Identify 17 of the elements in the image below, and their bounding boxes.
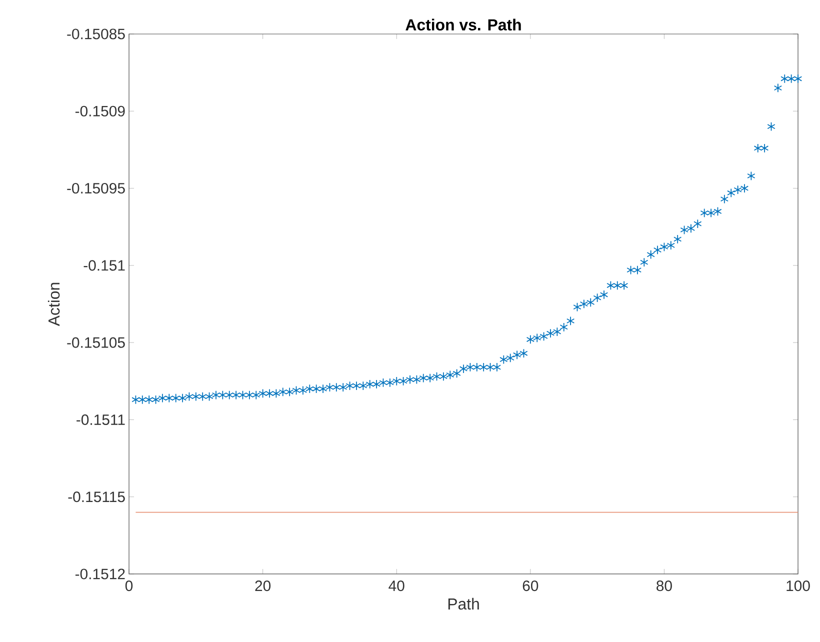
chart-title: Action vs. Path (406, 18, 521, 30)
y-tick-label: -0.15105 (67, 337, 125, 348)
x-tick-label: 60 (522, 580, 538, 592)
y-tick-label: -0.15115 (68, 492, 125, 502)
y-tick-label: -0.151 (84, 260, 125, 271)
x-tick-label: 100 (786, 580, 810, 592)
x-tick-label: 40 (388, 580, 404, 592)
x-tick-label: 20 (255, 580, 271, 592)
x-tick-label: 80 (656, 580, 672, 592)
y-tick-label: -0.15085 (67, 28, 125, 40)
y-tick-label: -0.1509 (75, 106, 125, 116)
x-tick-label: 0 (125, 580, 133, 592)
y-tick-label: -0.15095 (67, 182, 125, 194)
y-axis-title: Action (48, 282, 60, 326)
y-tick-label: -0.1511 (76, 414, 125, 425)
x-axis-title: Path (448, 598, 479, 610)
y-tick-label: -0.1512 (75, 568, 125, 580)
